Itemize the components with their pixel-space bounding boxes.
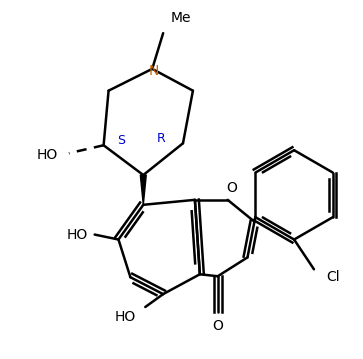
Text: HO: HO [36, 148, 58, 162]
Polygon shape [140, 175, 146, 205]
Text: O: O [226, 181, 237, 195]
Text: HO: HO [115, 310, 136, 324]
Text: Me: Me [171, 11, 192, 25]
Text: O: O [212, 319, 223, 333]
Text: Cl: Cl [326, 270, 339, 284]
Text: HO: HO [66, 228, 87, 242]
Text: S: S [118, 134, 126, 147]
Text: N: N [149, 64, 159, 78]
Text: R: R [157, 132, 166, 145]
